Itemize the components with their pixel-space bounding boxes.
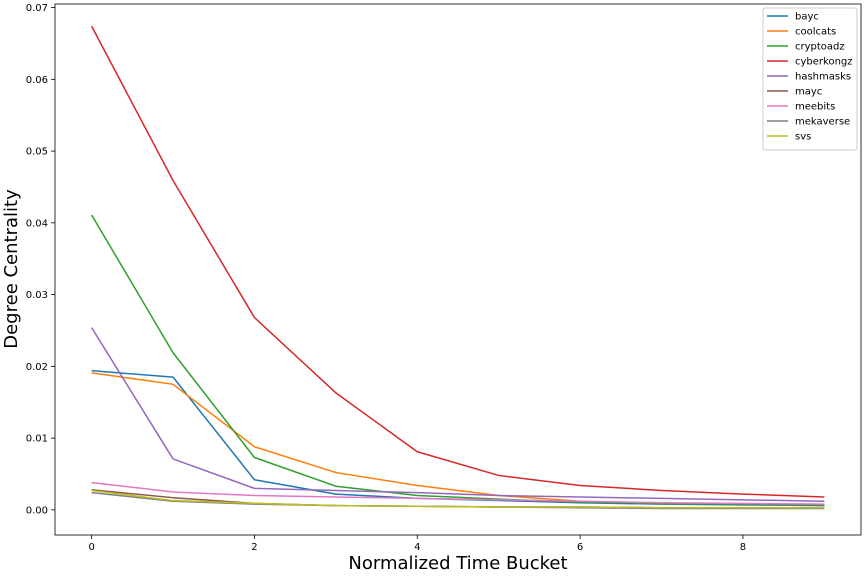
x-tick-label: 6 xyxy=(577,542,583,553)
x-tick-label: 4 xyxy=(414,542,420,553)
plot-area xyxy=(55,4,861,535)
legend-label-coolcats: coolcats xyxy=(795,27,836,38)
legend-label-svs: svs xyxy=(795,132,811,143)
y-tick-label: 0.00 xyxy=(26,505,48,516)
x-axis-ticks: 0 2 4 6 8 xyxy=(88,535,746,553)
series-line-meebits xyxy=(91,481,825,505)
series-layer xyxy=(90,25,825,510)
y-tick-label: 0.06 xyxy=(26,75,48,86)
legend-label-bayc: bayc xyxy=(795,12,819,23)
legend-label-cryptoadz: cryptoadz xyxy=(795,42,845,53)
y-tick-label: 0.07 xyxy=(26,3,48,14)
x-tick-label: 0 xyxy=(88,542,94,553)
y-axis-ticks: 0.00 0.01 0.02 0.03 0.04 0.05 0.06 0.07 xyxy=(26,3,55,516)
legend-label-mekaverse: mekaverse xyxy=(795,117,850,128)
legend-label-meebits: meebits xyxy=(795,102,835,113)
series-line-cyberkongz xyxy=(90,25,825,498)
legend-label-mayc: mayc xyxy=(795,87,822,98)
legend-label-cyberkongz: cyberkongz xyxy=(795,57,853,68)
y-tick-label: 0.01 xyxy=(26,434,48,445)
y-axis-label: Degree Centrality xyxy=(1,189,22,349)
x-tick-label: 8 xyxy=(740,542,746,553)
plot-frame xyxy=(54,3,862,536)
y-tick-label: 0.03 xyxy=(26,290,48,301)
y-tick-label: 0.02 xyxy=(26,362,48,373)
series-line-svs xyxy=(91,489,825,509)
legend-label-hashmasks: hashmasks xyxy=(795,72,851,83)
y-tick-label: 0.05 xyxy=(26,147,48,158)
legend-box xyxy=(762,7,858,151)
x-tick-label: 2 xyxy=(251,542,257,553)
series-line-hashmasks xyxy=(91,327,825,503)
y-tick-label: 0.04 xyxy=(26,218,48,229)
x-axis-label: Normalized Time Bucket xyxy=(348,553,567,574)
legend: bayc coolcats cryptoadz cyberkongz hashmasks… xyxy=(762,7,858,151)
